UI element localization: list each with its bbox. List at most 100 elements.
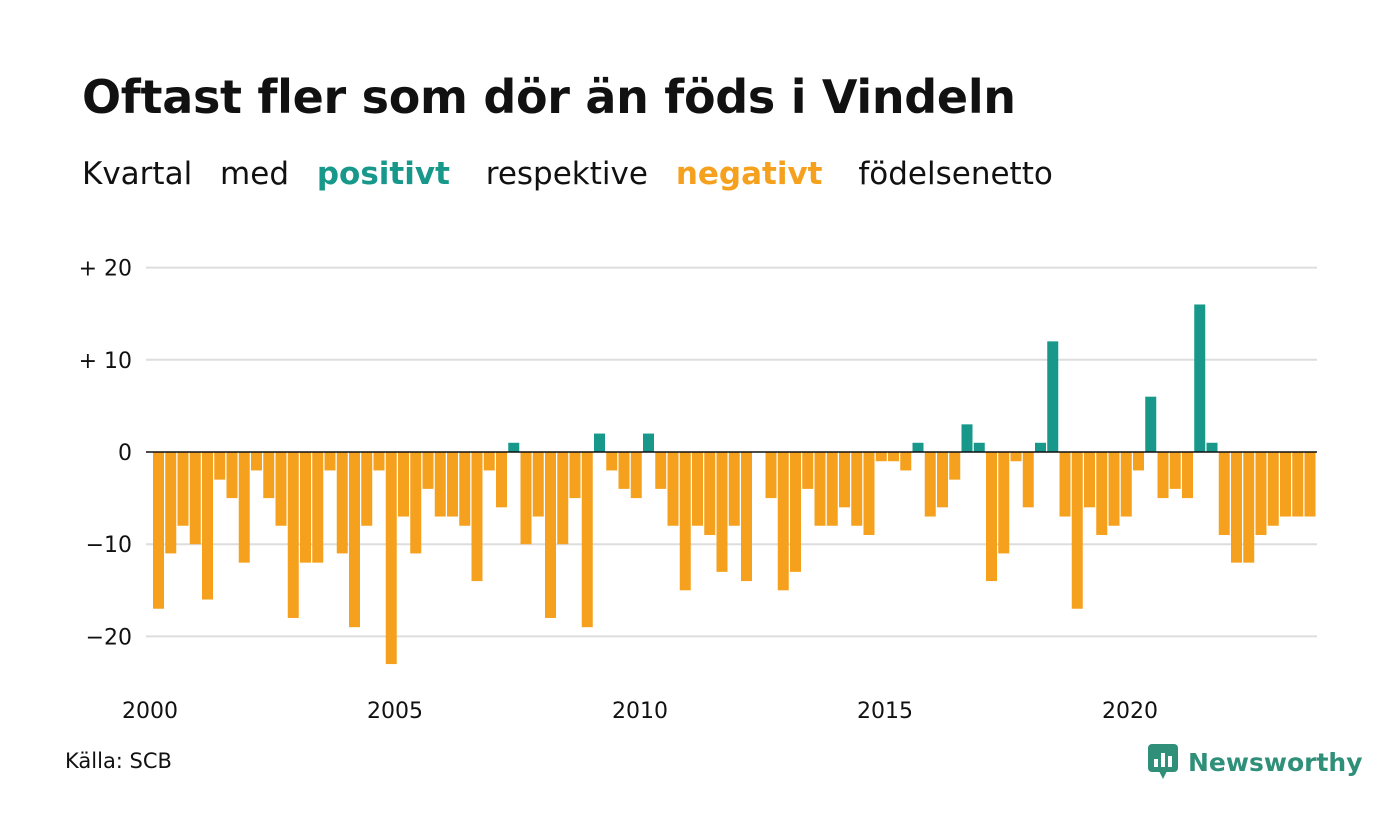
brand-name: Newsworthy	[1188, 747, 1363, 777]
data-bar	[643, 433, 654, 452]
data-bar	[1218, 452, 1230, 535]
data-bar	[692, 452, 703, 526]
data-bar	[1108, 452, 1120, 526]
data-bar	[336, 452, 348, 554]
data-bar	[1022, 452, 1034, 508]
data-bar	[986, 452, 997, 582]
data-bar	[422, 452, 434, 489]
data-bar	[1157, 452, 1169, 499]
data-bar	[275, 452, 287, 526]
data-bar	[349, 452, 360, 628]
data-bar	[238, 452, 250, 563]
data-bar	[937, 452, 948, 508]
data-bar	[545, 452, 556, 618]
data-bar	[496, 452, 507, 508]
data-bar	[300, 452, 311, 563]
data-bar	[655, 452, 667, 489]
data-bar	[790, 452, 801, 572]
x-tick-label: 2005	[367, 699, 423, 724]
data-bar	[177, 452, 189, 526]
data-bar	[520, 452, 532, 545]
data-bar	[434, 452, 446, 517]
subtitle-word-fodelsenetto: födelsenetto	[858, 156, 1053, 192]
data-bar	[998, 452, 1010, 554]
data-bar	[312, 452, 324, 563]
data-bar	[251, 452, 262, 471]
data-bar	[373, 452, 385, 471]
y-tick-label: −10	[86, 533, 132, 558]
data-bar	[1047, 341, 1059, 452]
brand-logo[interactable]: Newsworthy	[1148, 744, 1363, 780]
source-note: Källa: SCB	[65, 749, 172, 773]
data-bar	[679, 452, 691, 591]
data-bar	[1010, 452, 1022, 462]
data-bar	[618, 452, 630, 489]
data-bar	[557, 452, 569, 545]
data-bar	[777, 452, 789, 591]
data-bar	[704, 452, 716, 535]
data-bar	[508, 442, 520, 452]
data-bar	[569, 452, 581, 499]
subtitle-positive-label: positivt	[316, 156, 450, 192]
data-bar	[900, 452, 912, 471]
data-bar	[361, 452, 373, 526]
data-bar	[716, 452, 728, 572]
data-bar	[802, 452, 814, 489]
y-tick-label: −20	[86, 625, 132, 650]
x-tick-label: 2015	[857, 699, 913, 724]
data-bar	[581, 452, 593, 628]
data-bar	[949, 452, 961, 480]
data-bar	[1145, 396, 1157, 452]
data-bar	[447, 452, 458, 517]
chart-subtitle: Kvartal med positivt respektive negativt…	[82, 156, 1071, 192]
data-bar	[1169, 452, 1181, 489]
data-bar	[1035, 442, 1046, 452]
subtitle-negative-label: negativt	[675, 156, 823, 192]
data-bar	[863, 452, 875, 535]
data-bar	[961, 424, 973, 452]
data-bar	[483, 452, 495, 471]
data-bar	[1206, 442, 1218, 452]
chart-title: Oftast fler som dör än föds i Vindeln	[82, 70, 1016, 124]
data-bar	[226, 452, 238, 499]
data-bar	[214, 452, 226, 480]
data-bar	[1133, 452, 1144, 471]
data-bar	[1267, 452, 1279, 526]
data-bar	[594, 433, 605, 452]
x-tick-label: 2000	[122, 699, 178, 724]
x-tick-label: 2010	[612, 699, 668, 724]
data-bar	[1280, 452, 1291, 517]
data-bar	[875, 452, 887, 462]
data-bar	[667, 452, 679, 526]
data-bar	[189, 452, 201, 545]
data-bar	[1292, 452, 1304, 517]
data-bar	[973, 442, 985, 452]
data-bar	[263, 452, 275, 499]
bar-layer	[153, 304, 1316, 665]
y-tick-label: + 20	[79, 257, 132, 282]
data-bar	[606, 452, 618, 471]
data-bar	[153, 452, 164, 609]
data-bar	[165, 452, 177, 554]
data-bar	[630, 452, 642, 499]
data-bar	[851, 452, 863, 526]
data-bar	[1182, 452, 1193, 499]
data-bar	[765, 452, 777, 499]
x-tick-label: 2020	[1102, 699, 1158, 724]
data-bar	[202, 452, 213, 600]
data-bar	[1120, 452, 1132, 517]
data-bar	[1231, 452, 1242, 563]
subtitle-word-med: med	[220, 156, 289, 192]
data-bar	[459, 452, 471, 526]
y-tick-label: 0	[118, 441, 132, 466]
data-bar	[888, 452, 899, 462]
data-bar	[741, 452, 752, 582]
data-bar	[1243, 452, 1255, 563]
data-bar	[826, 452, 838, 526]
data-bar	[471, 452, 483, 582]
data-bar	[287, 452, 299, 618]
data-bar	[1059, 452, 1071, 517]
subtitle-word-kvartal: Kvartal	[82, 156, 193, 192]
data-bar	[814, 452, 826, 526]
